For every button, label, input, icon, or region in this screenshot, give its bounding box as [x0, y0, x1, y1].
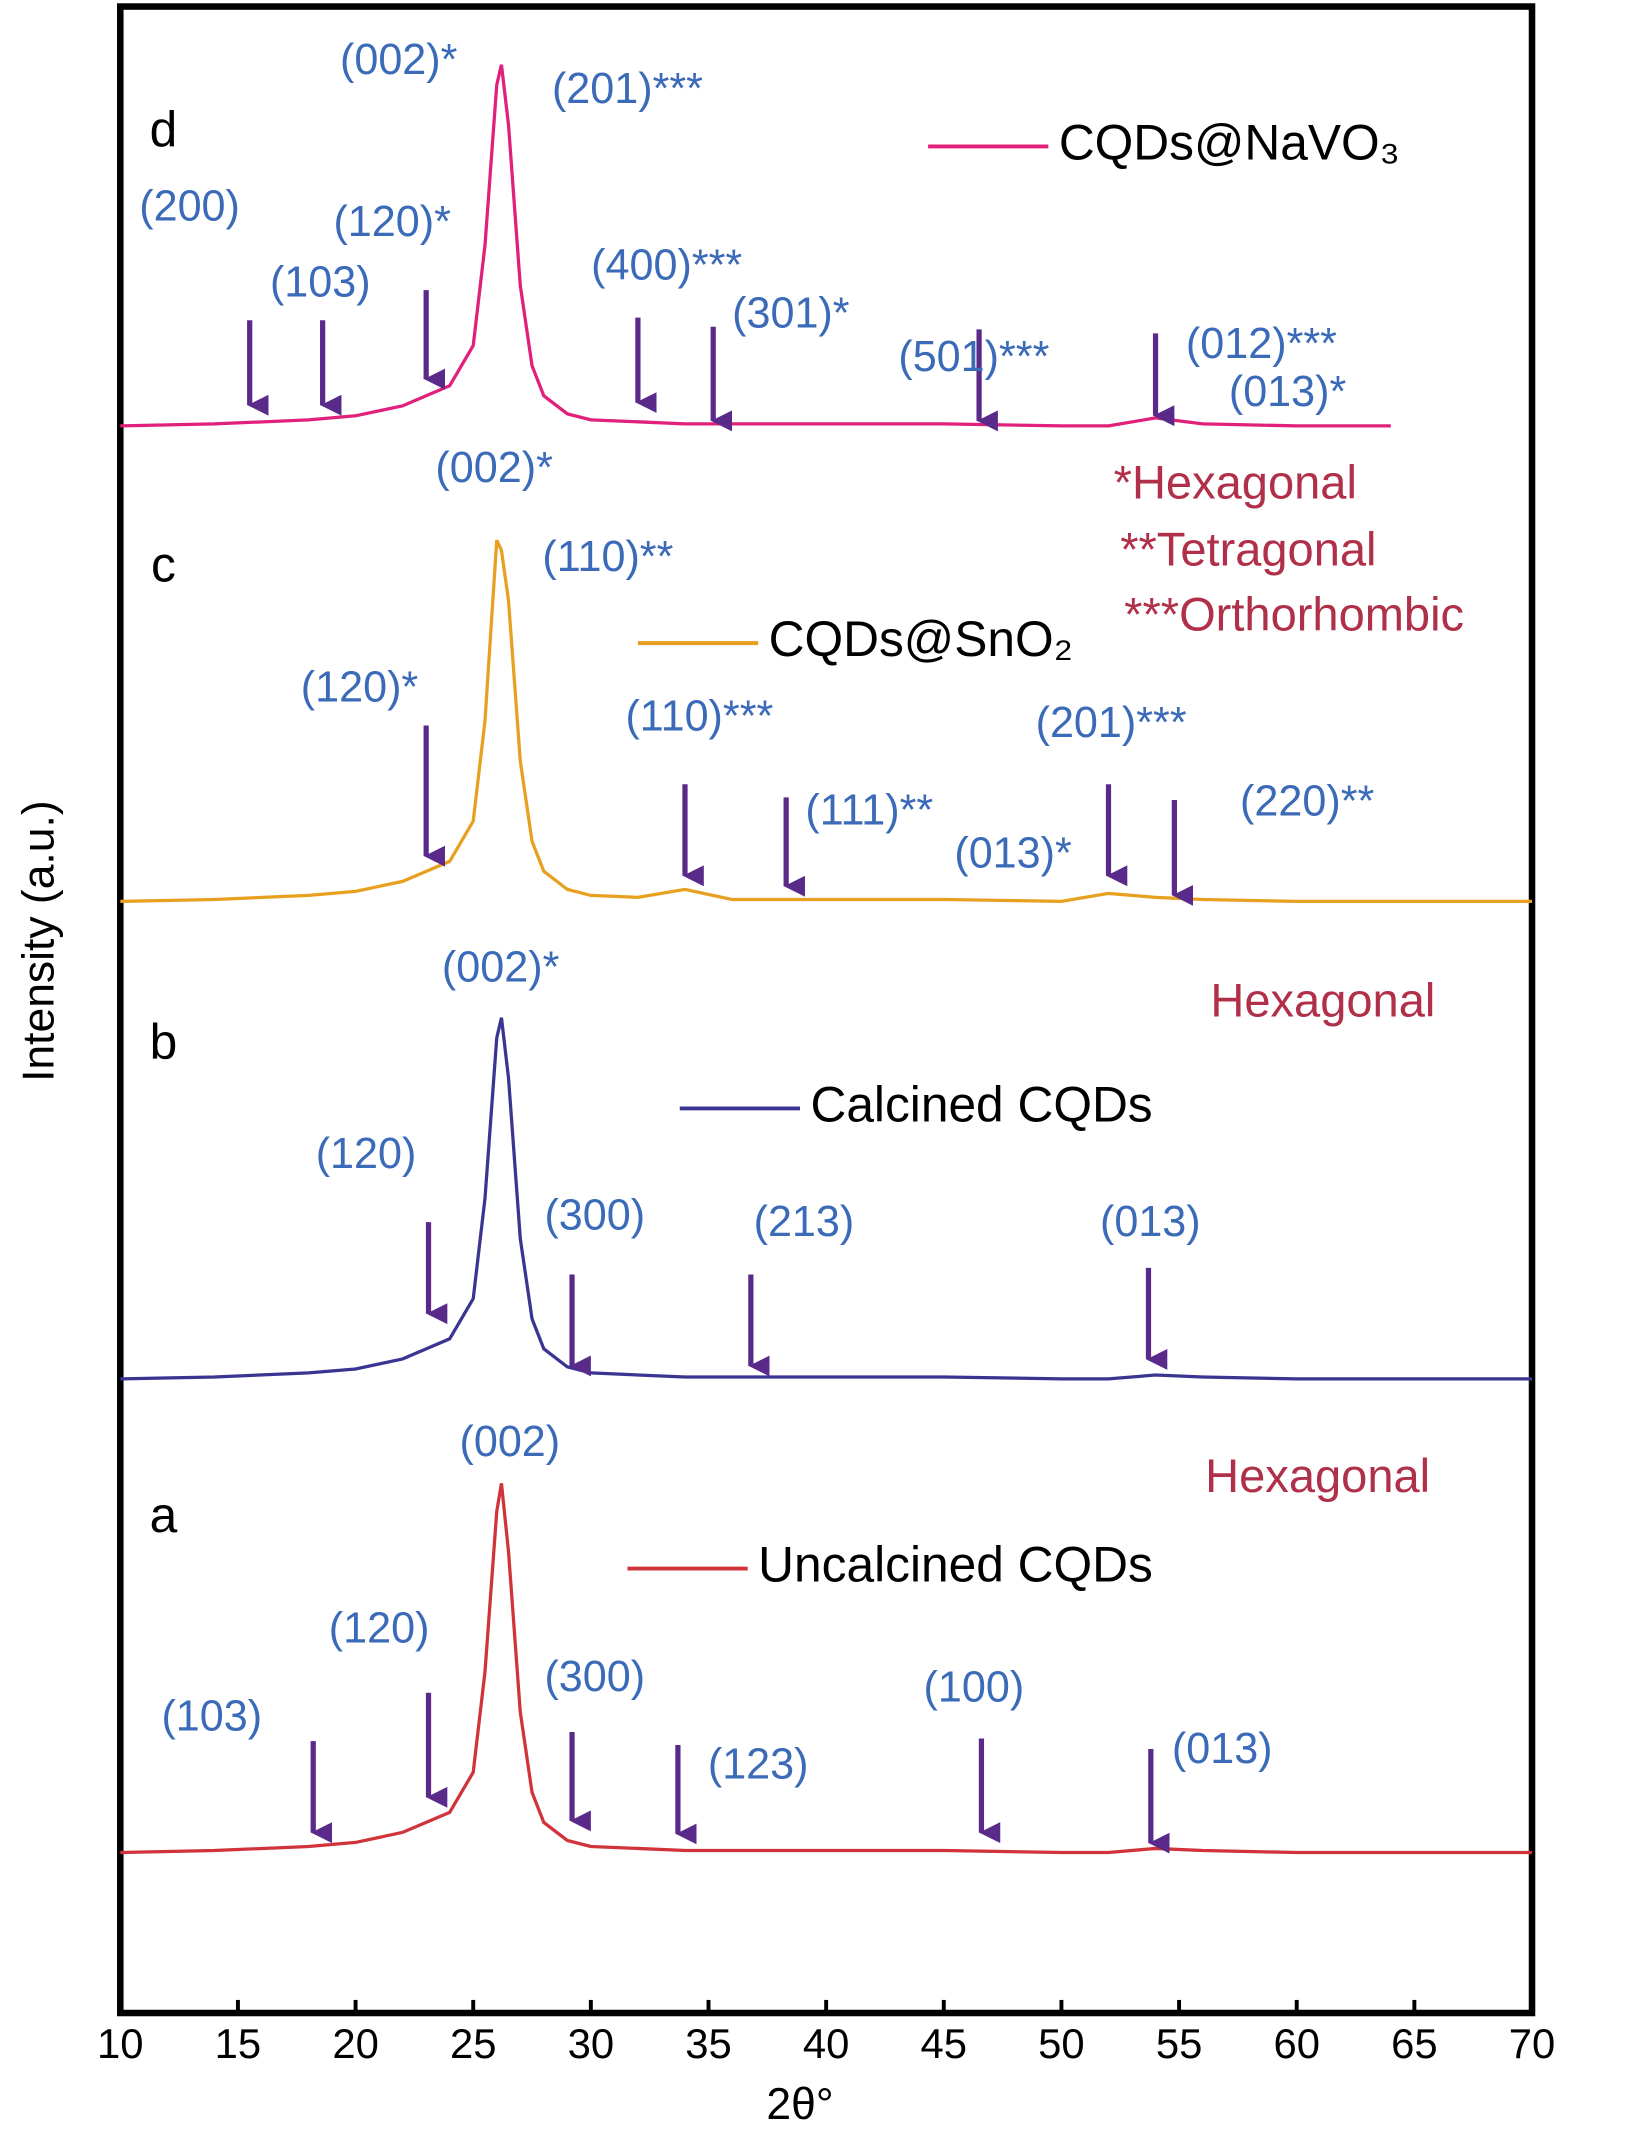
x-tick-label: 55 [1156, 2020, 1203, 2067]
panel-label: b [150, 1014, 178, 1070]
x-tick-label: 30 [568, 2020, 615, 2067]
peak-label: (213) [754, 1198, 855, 1246]
peak-label: (120) [316, 1130, 417, 1178]
peak-label: (013)* [954, 830, 1072, 878]
x-tick-label: 40 [803, 2020, 850, 2067]
legend-label: CQDs@SnO₂ [769, 611, 1073, 667]
phase-label: **Tetragonal [1120, 522, 1376, 575]
x-tick-label: 45 [921, 2020, 968, 2067]
peak-label: (120) [329, 1605, 430, 1653]
peak-label: (013) [1172, 1725, 1273, 1773]
peak-label: (220)** [1240, 777, 1374, 825]
panel-label: a [150, 1487, 178, 1543]
series-line [120, 64, 1391, 428]
x-tick-label: 10 [97, 2020, 144, 2067]
series-line [120, 1483, 1533, 1855]
peak-label: (002)* [340, 36, 458, 84]
series-line [120, 539, 1533, 904]
x-tick-label: 50 [1038, 2020, 1085, 2067]
phase-label: Hexagonal [1210, 973, 1435, 1026]
y-axis-label: Intensity (a.u.) [15, 800, 64, 1082]
peak-label: (501)*** [898, 333, 1049, 381]
x-tick-label: 65 [1391, 2020, 1438, 2067]
peak-label: (002)* [435, 444, 553, 492]
x-tick-label: 35 [685, 2020, 732, 2067]
peak-label: (002)* [442, 943, 560, 991]
peak-label: (400)*** [591, 241, 742, 289]
peak-label: (201)*** [1036, 699, 1187, 747]
peak-label: (120)* [301, 664, 419, 712]
panel-label: d [150, 101, 178, 157]
legend-label: CQDs@NaVO₃ [1059, 115, 1400, 171]
peak-label: (120)* [333, 198, 451, 246]
legend-label: Calcined CQDs [810, 1077, 1152, 1133]
legend-label: Uncalcined CQDs [758, 1537, 1153, 1593]
x-tick-label: 20 [332, 2020, 379, 2067]
peak-label: (012)*** [1186, 320, 1337, 368]
peak-label: (110)*** [625, 692, 773, 740]
peak-label: (103) [270, 258, 371, 306]
peak-label: (300) [544, 1192, 645, 1240]
series-line [120, 1017, 1533, 1381]
peak-label: (200) [139, 183, 240, 231]
panel-label: c [151, 537, 176, 593]
peak-label: (123) [708, 1741, 809, 1789]
peak-label: (002) [459, 1418, 560, 1466]
peak-label: (110)** [542, 533, 673, 581]
peak-label: (013) [1100, 1198, 1201, 1246]
x-tick-label: 25 [450, 2020, 497, 2067]
peak-label: (013)* [1229, 368, 1347, 416]
peak-label: (301)* [732, 290, 850, 338]
peak-label: (103) [161, 1692, 262, 1740]
peak-label: (300) [544, 1653, 645, 1701]
phase-label: Hexagonal [1205, 1449, 1430, 1502]
x-axis-label: 2θ° [766, 2080, 833, 2129]
phase-label: *Hexagonal [1114, 456, 1357, 509]
x-tick-label: 70 [1509, 2020, 1556, 2067]
peak-label: (201)*** [552, 65, 703, 113]
phase-label: ***Orthorhombic [1124, 588, 1464, 641]
x-tick-label: 15 [215, 2020, 262, 2067]
peak-label: (111)** [805, 786, 933, 834]
x-tick-label: 60 [1273, 2020, 1320, 2067]
peak-label: (100) [924, 1664, 1025, 1712]
